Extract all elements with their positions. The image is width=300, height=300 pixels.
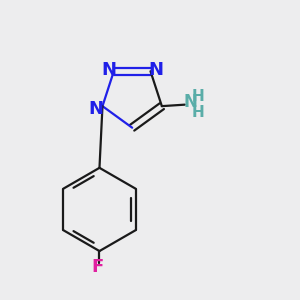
- Text: F: F: [92, 258, 104, 276]
- Text: H: H: [191, 106, 204, 121]
- Text: N: N: [183, 93, 197, 111]
- Text: N: N: [148, 61, 164, 79]
- Text: N: N: [88, 100, 104, 118]
- Text: H: H: [192, 89, 205, 104]
- Text: N: N: [101, 61, 116, 79]
